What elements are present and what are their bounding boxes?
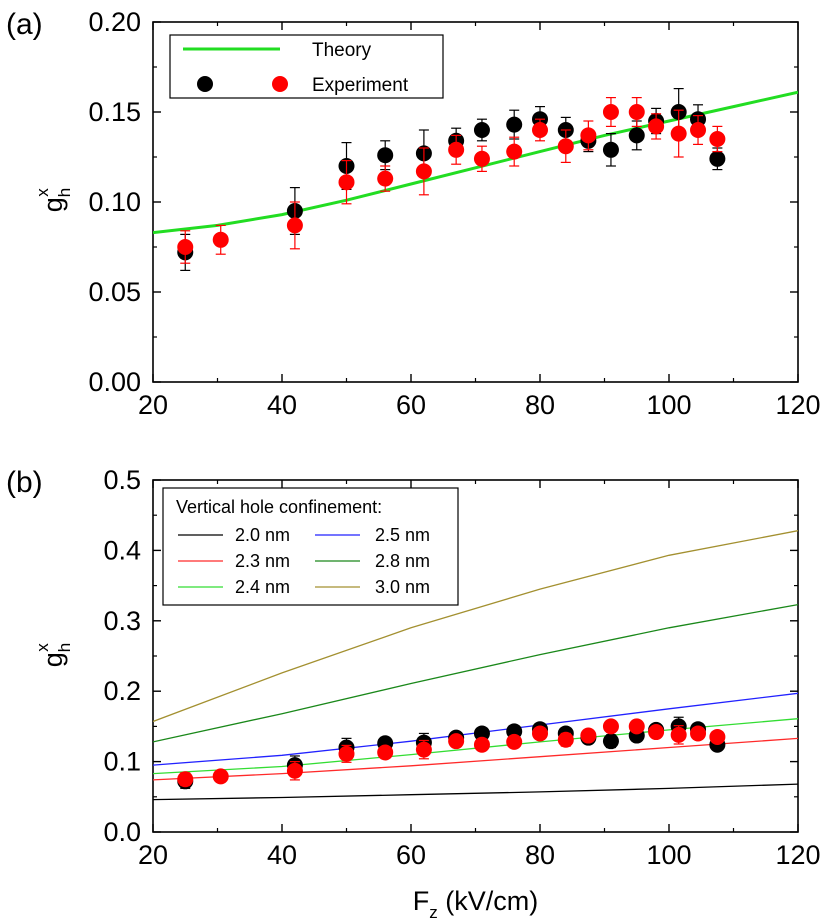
y-tick-label: 0.05: [88, 277, 141, 307]
data-point-red: [415, 163, 432, 180]
series-line-2-8-nm: [153, 603, 798, 743]
data-point-black: [709, 150, 726, 167]
data-point-red: [286, 762, 303, 779]
data-point-red: [602, 104, 619, 120]
data-point-red: [286, 217, 303, 234]
data-point-black: [473, 725, 490, 742]
panel-a: (a) 20 40 60 80 100 120 0.00 0.05 0.10 0.15 0.20 ghx…: [6, 7, 821, 420]
data-point-red: [557, 731, 574, 748]
legend: Vertical hole confinement: 2.0 nm 2.3 nm 2.…: [162, 487, 459, 606]
data-point-red: [212, 768, 229, 785]
data-point-red: [473, 736, 490, 753]
data-point-red: [557, 138, 574, 155]
data-point-black: [602, 733, 619, 750]
series-line-2-0-nm: [153, 783, 798, 801]
x-tick-label: 80: [525, 390, 555, 420]
panel-label: (b): [6, 466, 43, 499]
data-point-red: [580, 127, 597, 144]
data-point-red: [377, 170, 394, 187]
x-tick-label: 40: [267, 390, 297, 420]
data-point-red: [628, 718, 645, 735]
x-tick-label: 60: [396, 390, 426, 420]
y-tick-label: 0.2: [103, 676, 141, 706]
data-point-red: [338, 745, 355, 762]
y-tick-label: 0.3: [103, 606, 141, 636]
x-tick-label: 60: [396, 840, 426, 870]
x-tick-label: 20: [138, 390, 168, 420]
legend-label-2-4-nm: 2.4 nm: [235, 577, 290, 597]
panel-label: (a): [6, 8, 43, 41]
data-point-red: [690, 122, 707, 138]
legend-box: [162, 487, 459, 606]
y-tick-label: 0.1: [103, 747, 141, 777]
data-point-black: [602, 141, 619, 158]
data-point-black: [377, 147, 394, 164]
x-tick-label: 20: [138, 840, 168, 870]
data-point-red: [602, 718, 619, 735]
y-axis-label: ghx: [33, 188, 74, 213]
series-line-3-0-nm: [153, 530, 798, 723]
data-point-red: [338, 174, 355, 191]
data-point-red: [177, 771, 194, 788]
y-tick-label: 0.20: [88, 7, 141, 37]
data-point-red: [377, 744, 394, 761]
x-tick-label: 80: [525, 840, 555, 870]
series-line-2-3-nm: [153, 737, 798, 781]
x-tick-label: 120: [775, 840, 820, 870]
x-axis-label: Fz (kV/cm): [413, 886, 539, 922]
legend-label-2-8-nm: 2.8 nm: [375, 551, 430, 571]
data-point-red: [532, 122, 548, 138]
x-tick-label: 100: [646, 840, 691, 870]
data-point-black: [628, 127, 645, 144]
series-line-theory: [153, 90, 798, 235]
legend-experiment-label: Experiment: [312, 75, 409, 96]
y-tick-label: 0.4: [103, 535, 141, 565]
data-point-red: [709, 728, 726, 745]
legend-experiment-black-marker: [197, 76, 213, 92]
x-tick-label: 100: [646, 390, 691, 420]
data-point-red: [506, 143, 523, 160]
x-tick-label: 40: [267, 840, 297, 870]
legend-title: Vertical hole confinement:: [176, 497, 382, 517]
data-point-red: [448, 141, 465, 158]
data-point-red: [648, 724, 665, 741]
legend-label-2-5-nm: 2.5 nm: [375, 525, 430, 545]
legend-experiment-red-marker: [272, 76, 288, 92]
legend-theory-label: Theory: [312, 40, 372, 61]
x-tick-label: 120: [775, 390, 820, 420]
legend-label-2-3-nm: 2.3 nm: [235, 551, 290, 571]
data-point-red: [532, 725, 548, 742]
legend-label-3-0-nm: 3.0 nm: [375, 577, 430, 597]
y-tick-label: 0.00: [88, 367, 141, 397]
legend: Theory Experiment: [169, 34, 444, 99]
data-point-red: [709, 131, 726, 147]
data-point-red: [648, 118, 665, 135]
y-axis-label: ghx: [33, 643, 74, 668]
data-point-black: [473, 122, 490, 138]
data-point-red: [670, 726, 687, 743]
y-tick-label: 0.15: [88, 97, 141, 127]
data-point-red: [690, 725, 707, 742]
data-point-red: [628, 104, 645, 120]
legend-label-2-0-nm: 2.0 nm: [235, 525, 290, 545]
y-tick-label: 0.5: [103, 465, 141, 495]
data-point-red: [212, 231, 229, 248]
data-point-red: [448, 733, 465, 750]
y-tick-label: 0.10: [88, 187, 141, 217]
data-point-red: [506, 733, 523, 750]
data-point-black: [506, 116, 523, 133]
data-point-red: [580, 727, 597, 744]
data-point-red: [473, 150, 490, 167]
data-point-red: [177, 239, 194, 255]
y-tick-label: 0.0: [103, 817, 141, 847]
legend-box: [169, 34, 444, 99]
data-point-red: [415, 741, 432, 758]
panel-b: (b) 20 40 60 80 100 120 0.0 0.1 0.2 0.3 0.4 0.5 ghx Fz…: [6, 465, 821, 922]
data-point-red: [670, 125, 687, 142]
